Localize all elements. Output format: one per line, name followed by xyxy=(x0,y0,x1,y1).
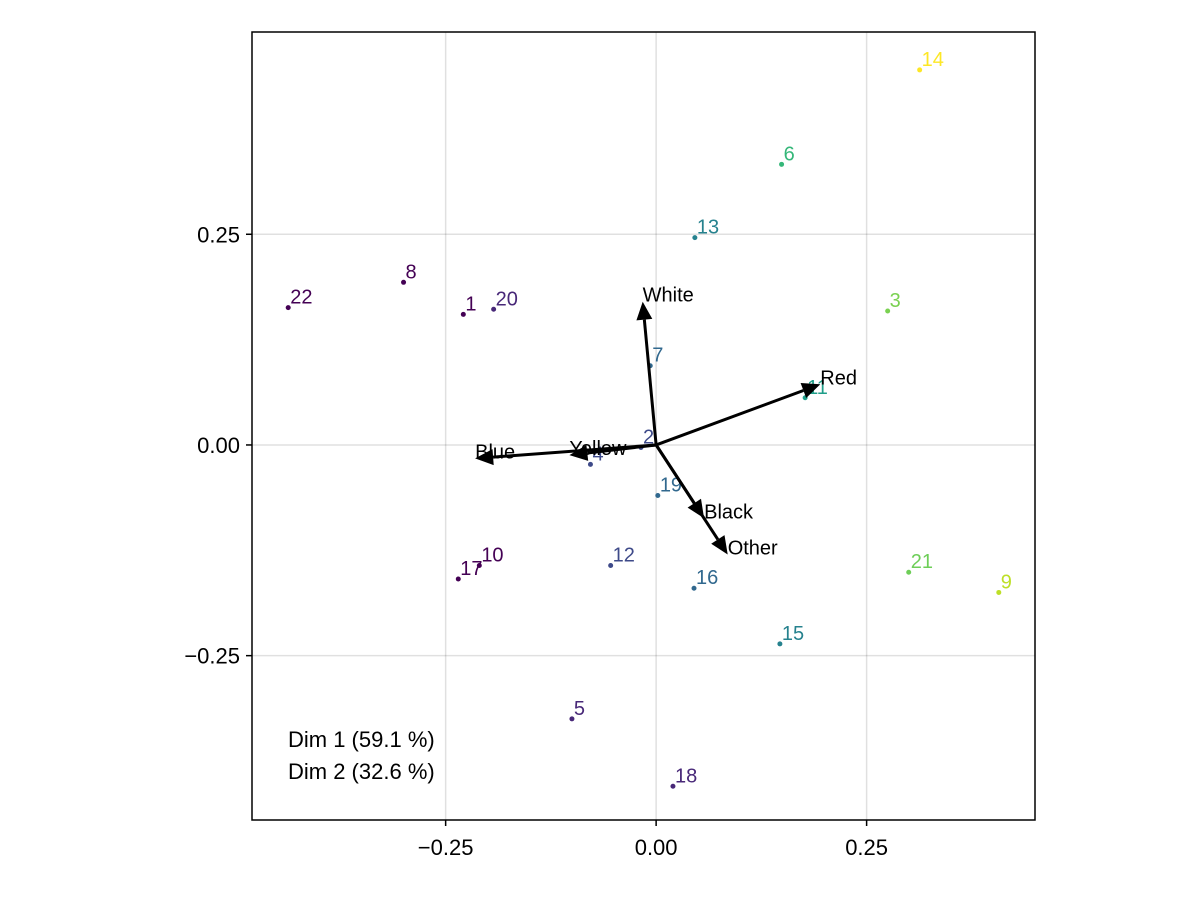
data-point-label: 19 xyxy=(660,475,682,497)
vector-arrowhead xyxy=(475,449,494,466)
y-tick-label: −0.25 xyxy=(184,644,240,669)
data-point-label: 1 xyxy=(465,293,476,315)
data-point-label: 9 xyxy=(1001,571,1012,593)
data-point-label: 6 xyxy=(784,143,795,165)
data-point-label: 4 xyxy=(592,443,603,465)
data-point-label: 17 xyxy=(460,558,482,580)
data-point-label: 13 xyxy=(697,217,719,239)
vector-arrowhead xyxy=(711,535,728,555)
x-tick-label: −0.25 xyxy=(418,835,474,860)
data-point xyxy=(655,493,661,499)
data-point-label: 12 xyxy=(613,544,635,566)
data-point xyxy=(777,641,783,647)
data-point xyxy=(460,311,466,317)
data-point xyxy=(779,161,785,167)
data-point xyxy=(455,576,461,582)
grid-lines xyxy=(252,32,1035,820)
data-point-label: 2 xyxy=(643,426,654,448)
vector-label: Other xyxy=(728,538,778,560)
data-point-label: 5 xyxy=(574,698,585,720)
data-point-label: 15 xyxy=(782,623,804,645)
vector-line xyxy=(655,389,804,447)
y-tick-label: 0.00 xyxy=(197,433,240,458)
vector-label: Yellow xyxy=(569,438,627,460)
data-point xyxy=(670,783,676,789)
vector-label: Red xyxy=(820,367,857,389)
data-point xyxy=(917,67,923,73)
data-point-label: 22 xyxy=(290,287,312,309)
data-point-label: 7 xyxy=(652,345,663,367)
vector-arrowhead xyxy=(800,383,821,398)
vector-line xyxy=(587,443,657,455)
x-tick-label: 0.00 xyxy=(635,835,678,860)
data-point xyxy=(996,589,1002,595)
loading-vectors: White Red Blue Yellow Black Other xyxy=(475,285,857,560)
data-point-label: 8 xyxy=(406,261,417,283)
data-point-label: 10 xyxy=(481,544,503,566)
data-point xyxy=(476,562,482,568)
data-point xyxy=(401,279,407,285)
vector-label: White xyxy=(643,285,694,307)
data-point-label: 11 xyxy=(807,377,828,399)
y-tick-label: 0.25 xyxy=(197,222,240,247)
y-axis-ticks: −0.25 0.00 0.25 xyxy=(184,222,252,669)
vector-arrowhead xyxy=(636,301,653,321)
data-point-label: 18 xyxy=(675,765,697,787)
data-point-label: 16 xyxy=(696,567,718,589)
plot-frame xyxy=(251,31,1036,821)
data-point-label: 14 xyxy=(922,49,944,71)
plot-area xyxy=(252,32,1035,820)
vector-line xyxy=(642,319,658,446)
data-point xyxy=(491,306,497,312)
vector-line xyxy=(654,444,720,541)
data-point-label: 21 xyxy=(911,551,933,573)
data-point xyxy=(608,562,614,568)
data-point xyxy=(587,461,593,467)
data-point-label: 3 xyxy=(890,290,901,312)
vector-label: Black xyxy=(704,501,754,523)
data-point xyxy=(692,235,698,241)
dim2-annotation: Dim 2 (32.6 %) xyxy=(288,759,435,784)
data-point xyxy=(569,716,575,722)
dim1-annotation: Dim 1 (59.1 %) xyxy=(288,727,435,752)
data-point xyxy=(885,308,891,314)
data-point xyxy=(906,569,912,575)
x-tick-label: 0.25 xyxy=(845,835,888,860)
x-axis-ticks: −0.25 0.00 0.25 xyxy=(418,820,888,860)
data-point xyxy=(691,585,697,591)
data-point xyxy=(285,305,291,311)
vector-label: Blue xyxy=(475,441,515,463)
vector-arrowhead xyxy=(569,445,589,461)
data-point-label: 20 xyxy=(496,288,518,310)
